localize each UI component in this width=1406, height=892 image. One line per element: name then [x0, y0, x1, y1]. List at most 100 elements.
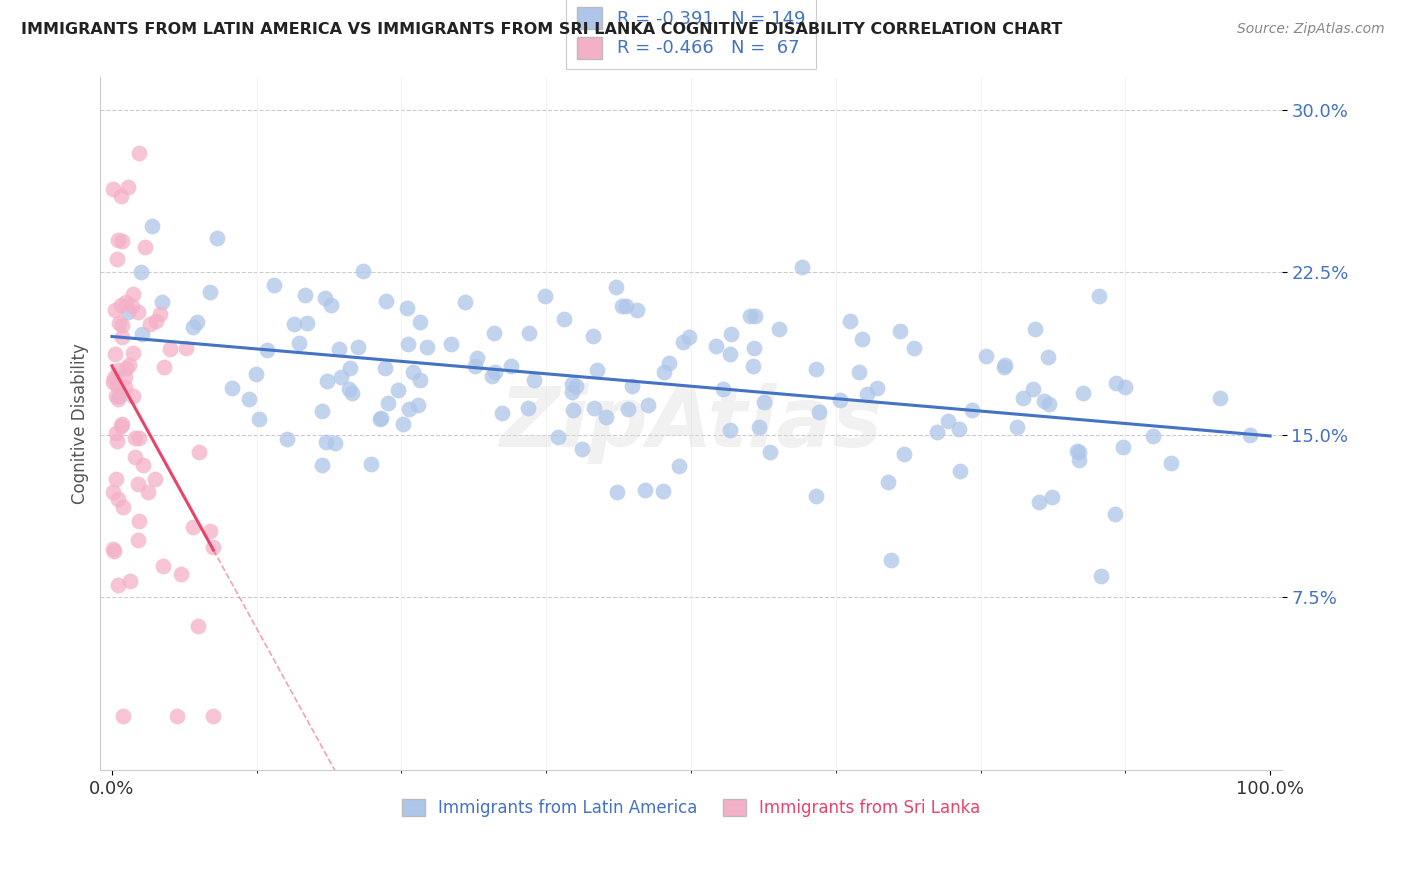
Point [960, 403, 983, 417]
Point [1071, 385, 1094, 400]
Point [409, 315, 432, 329]
Point [481, 368, 503, 383]
Point [1087, 289, 1109, 303]
Point [131, 326, 153, 341]
Point [808, 404, 831, 418]
Point [893, 447, 915, 461]
Point [880, 553, 903, 567]
Point [830, 392, 852, 407]
Point [465, 351, 488, 365]
Point [586, 362, 609, 376]
Point [720, 326, 742, 341]
Point [104, 389, 127, 403]
Point [152, 558, 174, 573]
Point [124, 450, 146, 464]
Point [744, 310, 766, 324]
Point [993, 359, 1015, 374]
Point [633, 483, 655, 497]
Point [1069, 453, 1091, 467]
Point [328, 342, 350, 356]
Point [876, 475, 898, 490]
Point [339, 360, 361, 375]
Point [103, 371, 125, 385]
Point [948, 421, 970, 435]
Point [103, 544, 125, 558]
Point [128, 431, 150, 445]
Point [1142, 429, 1164, 443]
Point [200, 285, 222, 300]
Point [851, 332, 873, 346]
Point [768, 322, 790, 336]
Point [976, 349, 998, 363]
Point [107, 363, 129, 377]
Point [652, 365, 675, 379]
Point [311, 458, 333, 472]
Point [620, 378, 643, 392]
Point [315, 434, 337, 449]
Point [617, 401, 640, 416]
Point [174, 341, 197, 355]
Point [101, 182, 124, 196]
Point [482, 326, 505, 340]
Point [1033, 393, 1056, 408]
Point [658, 356, 681, 370]
Point [247, 412, 270, 426]
Point [994, 358, 1017, 372]
Point [668, 458, 690, 473]
Point [754, 394, 776, 409]
Point [170, 567, 193, 582]
Point [105, 472, 128, 486]
Point [202, 540, 225, 554]
Point [605, 280, 627, 294]
Point [626, 303, 648, 318]
Point [105, 378, 128, 392]
Point [402, 365, 425, 379]
Point [128, 146, 150, 161]
Text: ZipAtlas: ZipAtlas [499, 384, 883, 464]
Point [547, 430, 569, 444]
Point [152, 360, 174, 375]
Point [718, 347, 741, 361]
Point [122, 286, 145, 301]
Point [107, 233, 129, 247]
Point [127, 476, 149, 491]
Point [454, 295, 477, 310]
Point [406, 398, 429, 412]
Point [595, 409, 617, 424]
Point [101, 375, 124, 389]
Point [181, 520, 204, 534]
Point [111, 318, 134, 332]
Point [370, 412, 392, 426]
Point [337, 382, 360, 396]
Point [143, 472, 166, 486]
Point [186, 315, 208, 329]
Text: Source: ZipAtlas.com: Source: ZipAtlas.com [1237, 22, 1385, 37]
Point [221, 382, 243, 396]
Point [949, 464, 972, 478]
Point [112, 500, 135, 515]
Point [187, 618, 209, 632]
Point [464, 359, 486, 374]
Point [517, 326, 540, 341]
Point [127, 533, 149, 547]
Point [360, 457, 382, 471]
Point [855, 386, 877, 401]
Point [127, 305, 149, 319]
Point [1114, 379, 1136, 393]
Point [440, 337, 463, 351]
Point [188, 445, 211, 459]
Point [678, 330, 700, 344]
Point [582, 328, 605, 343]
Point [124, 431, 146, 445]
Point [134, 240, 156, 254]
Point [582, 401, 605, 415]
Point [375, 293, 398, 308]
Point [637, 398, 659, 412]
Point [315, 374, 337, 388]
Point [848, 365, 870, 379]
Point [711, 382, 734, 396]
Point [128, 514, 150, 528]
Point [416, 341, 439, 355]
Point [323, 436, 346, 450]
Point [1239, 427, 1261, 442]
